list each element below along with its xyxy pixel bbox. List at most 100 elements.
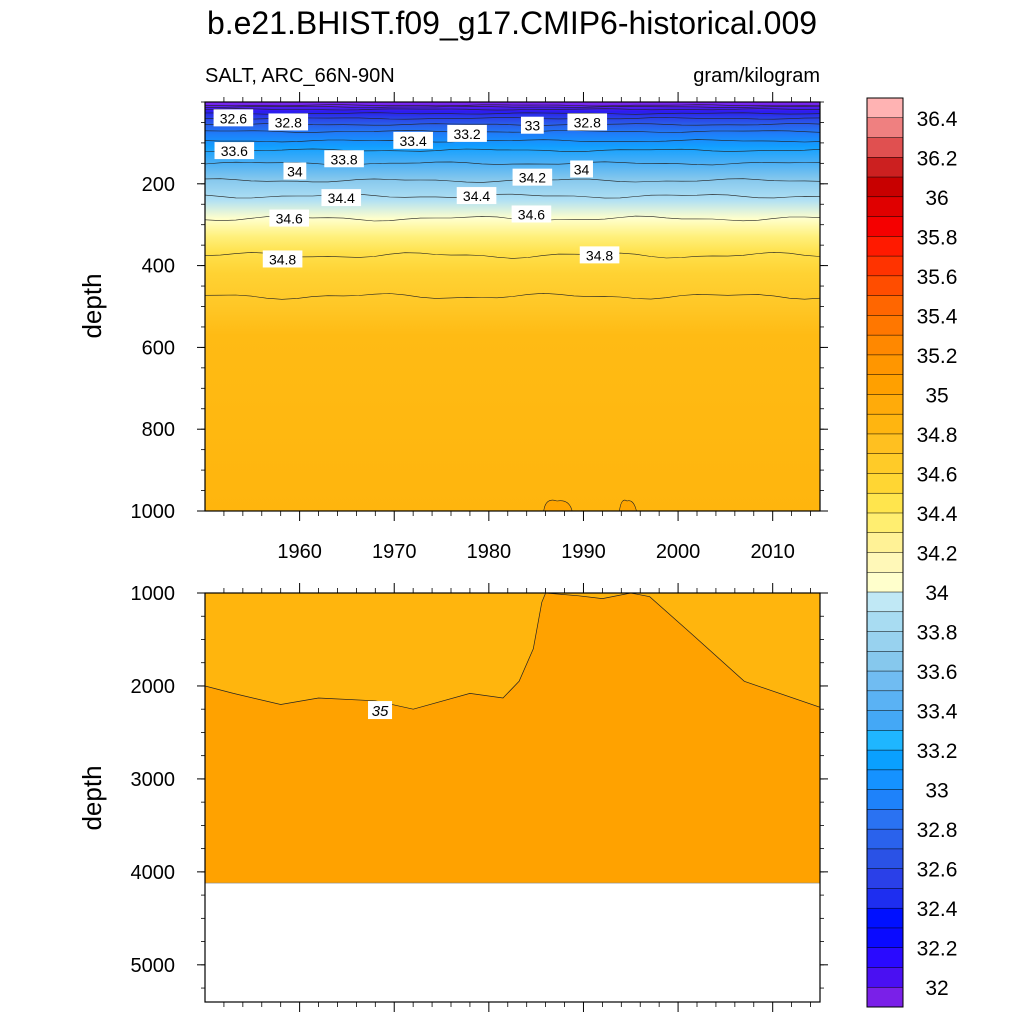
colorbar-label: 33.6 [917,661,958,684]
y-tick-label: 2000 [131,676,176,698]
salinity-above-35-region [205,593,820,884]
colorbar-label: 33.4 [917,701,958,724]
colorbar-swatch [867,137,903,158]
colorbar-label: 33.8 [917,622,958,645]
upper-y-axis-label: depth [77,273,107,338]
contour-label-box [512,168,553,186]
upper-contour-labels: 32.6 32.8 33 32.8 33.4 33.2 33.6 33.8 34 34 34.2 34… [213,109,620,268]
colorbar-label: 36 [925,187,948,210]
x-tick-label: 1990 [561,541,606,563]
lower-y-axis-label: depth [77,765,107,830]
contour-label-text: 33.8 [330,151,357,167]
y-tick-label: 400 [142,256,175,278]
units-label: gram/kilogram [693,65,820,87]
colorbar-swatch [867,789,903,810]
colorbar-swatch [867,512,903,534]
colorbar-swatch [867,177,903,198]
colorbar-swatch [867,967,903,988]
contour-label-box [520,116,544,134]
isoline-32-4 [205,105,820,108]
contour-label: 34.4 [321,189,362,207]
contour-label-box [213,109,254,127]
colorbar-frame [866,97,904,1008]
colorbar-swatch [867,987,903,1008]
deep-salinity-bump [543,499,573,511]
contour-label-box [579,246,620,264]
colorbar-label: 32.2 [917,938,958,961]
colorbar-swatch [867,572,903,593]
colorbar-swatch [867,848,903,869]
isoline-33-6 [205,139,820,143]
colorbar-swatch [867,453,903,474]
colorbar-swatch [867,730,903,751]
colorbar-label: 32 [925,977,948,1000]
isoline-32-2 [205,104,820,107]
lower-fill [205,593,820,884]
colorbar-label: 35.8 [917,226,958,249]
figure-title: b.e21.BHIST.f09_g17.CMIP6-historical.009 [207,5,817,41]
colorbar-swatch [867,433,903,454]
contour-label-text: 34.4 [328,190,355,206]
colorbar-label: 32.6 [917,859,958,882]
isoline-34-2 [205,178,820,183]
colorbar-swatch [867,117,903,138]
colorbar-swatch [867,493,903,514]
contour-label-text: 32.8 [574,114,601,130]
colorbar-label: 35.2 [917,345,958,368]
contour-label-box [368,701,393,720]
contour-label-box [283,162,307,180]
colorbar-swatch [867,651,903,672]
colorbar-swatch [867,888,903,909]
upper-ticks: 200 400 600 800 1000 1960 1970 1980 1990 2000 2010 [131,92,828,563]
contour-label-box [511,205,552,223]
colorbar-label: 32.4 [917,898,958,921]
contour-label: 34.2 [512,168,553,186]
colorbar-swatch [867,710,903,731]
isoline-34-4 [205,193,820,199]
isoline-33-4 [205,130,820,133]
contour-label-text: 34 [287,164,303,180]
isoline-33-8 [205,148,820,153]
contour-label: 34.6 [269,209,310,227]
colorbar-swatch [867,829,903,850]
contour-label-box [456,187,497,205]
colorbar-label: 32.8 [917,819,958,842]
contour-label-box [447,124,487,142]
colorbar-swatch [867,908,903,929]
colorbar-label: 33.2 [917,740,958,763]
x-tick-label: 1980 [467,541,512,563]
lower-panel: 35 1000 2000 3000 4000 5000 [131,583,828,1012]
contour-label-text: 33 [525,118,541,134]
contour-label: 34.4 [456,187,497,205]
contour-label-text: 34.2 [519,170,546,186]
colorbar-swatch [867,275,903,296]
isoline-35 [205,292,820,300]
colorbar-swatch [867,414,903,435]
colorbar-label: 36.2 [917,147,958,170]
y-tick-label: 4000 [131,862,176,884]
contour-label: 34.8 [579,246,620,264]
contour-label: 35 [368,701,393,720]
colorbar-swatch [867,157,903,178]
x-tick-label: 1960 [277,541,322,563]
contour-label: 33.2 [447,124,487,142]
colorbar-swatch [867,532,903,553]
colorbar-label: 36.4 [917,108,958,131]
contour-label: 33.4 [393,131,433,149]
y-tick-label: 5000 [131,955,176,977]
y-tick-label: 1000 [131,583,176,605]
colorbar-swatch [867,473,903,494]
colorbar-label: 34.8 [917,424,958,447]
isoline-34-8 [205,251,820,259]
colorbar-swatch [867,592,903,613]
contour-label-box [570,160,593,178]
y-tick-label: 3000 [131,769,176,791]
colorbar-swatch [867,98,903,119]
contour-label: 32.8 [567,113,608,131]
x-tick-label: 2000 [656,541,701,563]
isoline-35 [205,593,820,710]
colorbar-label: 35 [925,384,948,407]
contour-label-box [269,209,310,227]
colorbar-swatch [867,631,903,652]
colorbar-swatch [867,196,903,217]
